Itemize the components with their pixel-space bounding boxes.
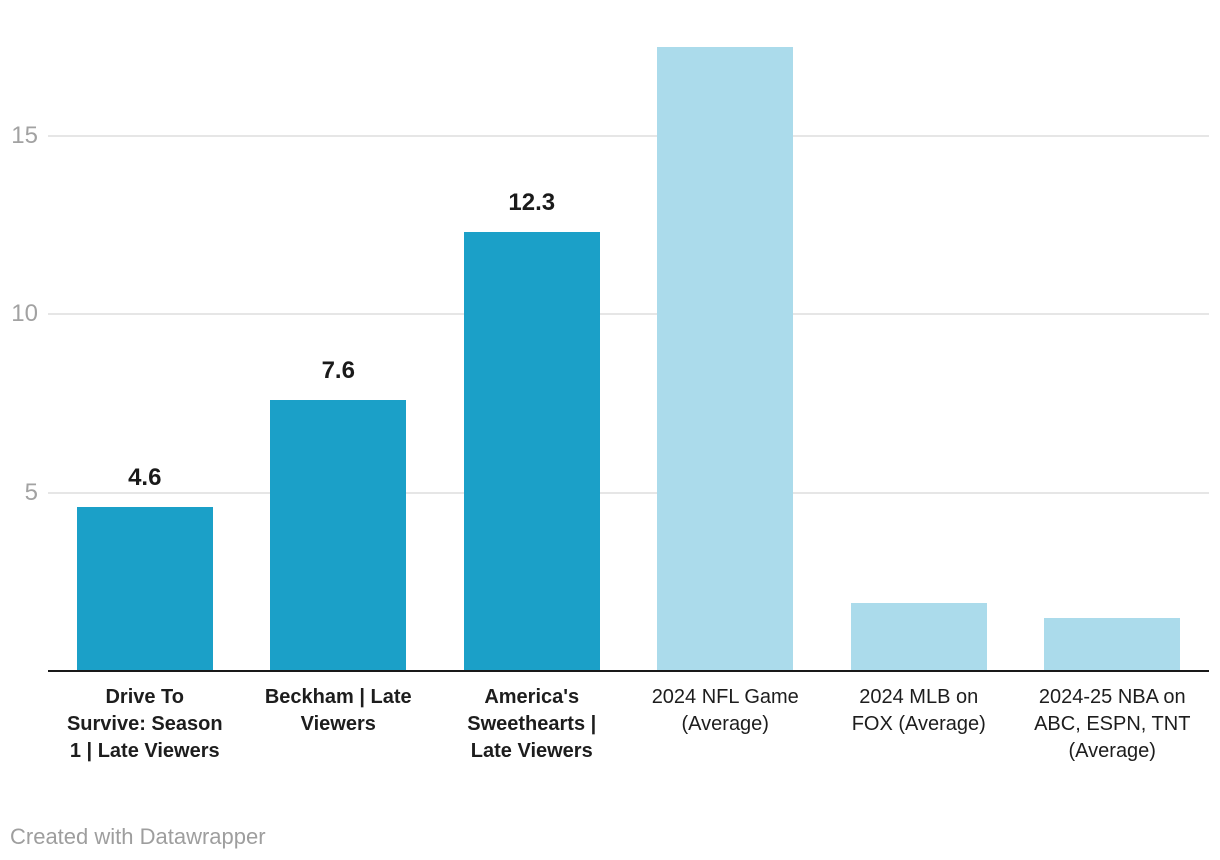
x-axis-line	[48, 670, 1209, 672]
bar-value-label: 4.6	[128, 463, 162, 491]
x-axis-category-label: America's Sweethearts | Late Viewers	[467, 686, 597, 762]
y-gridline	[48, 135, 1209, 137]
datawrapper-credit-link[interactable]: Created with Datawrapper	[10, 824, 266, 849]
x-axis-category-label: 2024 MLB on FOX (Average)	[851, 686, 986, 735]
bar-netflix-show[interactable]	[270, 399, 407, 671]
x-axis-category-label: Drive To Survive: Season 1 | Late Viewer…	[66, 686, 223, 762]
bar-netflix-show[interactable]	[463, 232, 600, 671]
y-axis-tick-label: 5	[24, 478, 38, 506]
y-axis-tick-label: 15	[11, 122, 38, 149]
bar-value-label: 7.6	[321, 356, 355, 384]
x-axis-category-label: 2024 NFL Game (Average)	[651, 686, 799, 735]
bar-sports-average[interactable]	[657, 46, 794, 671]
y-axis-tick-label: 10	[11, 300, 38, 328]
x-axis-category-label: Beckham | Late Viewers	[264, 686, 412, 735]
x-axis-category-label: 2024-25 NBA on ABC, ESPN, TNT (Average)	[1034, 686, 1191, 762]
y-gridline	[48, 491, 1209, 494]
bar-netflix-show[interactable]	[76, 506, 213, 671]
bar-sports-average[interactable]	[1044, 617, 1181, 671]
bar-value-label: 12.3	[508, 189, 556, 217]
bar-sports-average[interactable]	[850, 603, 987, 671]
y-gridline	[48, 313, 1209, 316]
